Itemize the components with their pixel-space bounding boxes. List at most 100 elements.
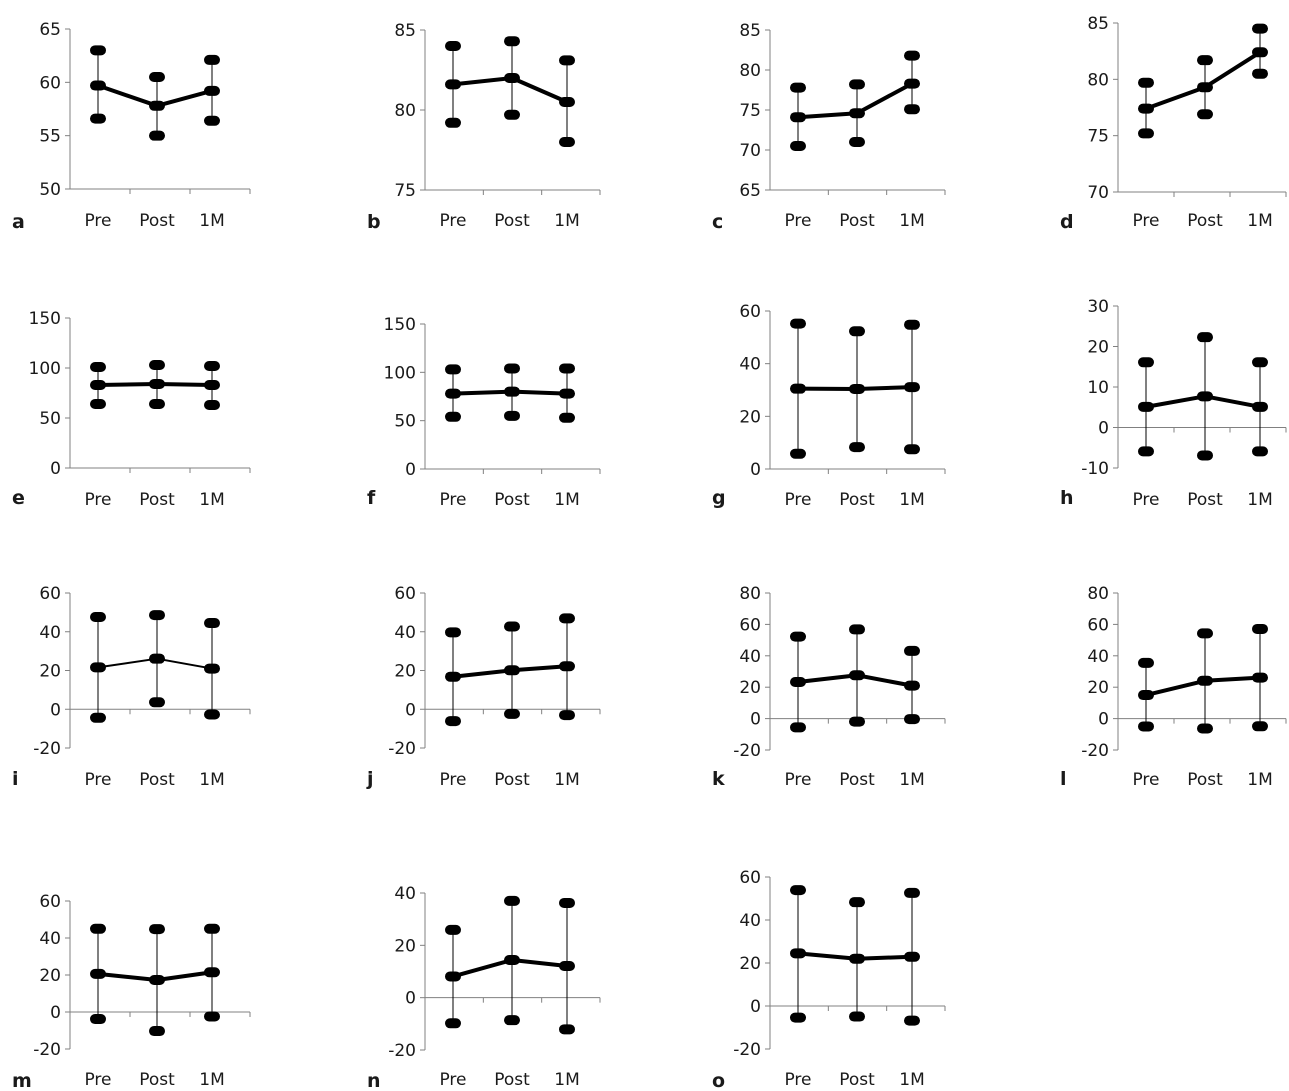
y-tick-label: 100 bbox=[29, 359, 61, 379]
y-tick-label: 65 bbox=[39, 20, 61, 40]
error-cap-lower bbox=[559, 412, 575, 423]
y-tick-label: -20 bbox=[33, 1040, 61, 1060]
error-cap-upper bbox=[149, 72, 165, 82]
error-cap-lower bbox=[90, 712, 106, 723]
panel-g: 0 20 40 60 Pre Post 1M g bbox=[712, 302, 946, 510]
error-cap-upper bbox=[504, 363, 520, 374]
y-tick-label: 0 bbox=[50, 700, 61, 720]
error-cap-upper bbox=[904, 319, 920, 330]
mean-line bbox=[1145, 50, 1262, 111]
error-cap-upper bbox=[149, 360, 165, 370]
error-cap-upper bbox=[204, 923, 220, 934]
error-cap-upper bbox=[149, 924, 165, 935]
x-category-label: Post bbox=[139, 770, 175, 790]
error-cap-lower bbox=[1197, 450, 1213, 461]
y-tick-label: -20 bbox=[1081, 741, 1109, 761]
y-tick-label: 40 bbox=[739, 647, 761, 667]
error-cap-upper bbox=[790, 82, 806, 93]
y-tick-label: 40 bbox=[394, 623, 416, 643]
error-cap-upper bbox=[790, 318, 806, 329]
mean-line bbox=[1145, 394, 1261, 409]
y-tick-label: 20 bbox=[1087, 678, 1109, 698]
error-cap-upper bbox=[445, 627, 461, 638]
y-tick-label: 0 bbox=[750, 997, 761, 1017]
y-tick-label: 0 bbox=[1098, 419, 1109, 439]
panel-letter: i bbox=[12, 768, 19, 790]
error-cap-upper bbox=[849, 79, 865, 90]
panel-letter: l bbox=[1060, 768, 1067, 790]
error-cap-lower bbox=[149, 399, 165, 409]
y-tick-label: 75 bbox=[394, 181, 416, 201]
y-tick-label: 20 bbox=[1087, 338, 1109, 358]
y-tick-label: 150 bbox=[384, 315, 416, 335]
error-cap-upper bbox=[1252, 623, 1268, 634]
y-tick-label: 20 bbox=[394, 662, 416, 682]
error-cap-upper bbox=[790, 631, 806, 642]
x-category-label: 1M bbox=[1247, 490, 1272, 510]
x-category-label: Post bbox=[139, 211, 175, 231]
panel-letter: a bbox=[12, 211, 25, 233]
y-tick-label: 60 bbox=[739, 302, 761, 322]
panel-letter: e bbox=[12, 487, 25, 509]
x-category-label: Post bbox=[839, 490, 875, 510]
y-tick-label: 85 bbox=[1087, 14, 1109, 34]
y-tick-label: 75 bbox=[1087, 127, 1109, 147]
mean-line bbox=[97, 970, 213, 982]
y-tick-label: 50 bbox=[39, 409, 61, 429]
error-cap-upper bbox=[1138, 77, 1154, 88]
error-cap-upper bbox=[445, 364, 461, 375]
x-category-label: Pre bbox=[1132, 770, 1159, 790]
error-cap-upper bbox=[559, 613, 575, 624]
mean-line bbox=[797, 385, 913, 391]
panel-letter: k bbox=[712, 768, 725, 790]
x-category-label: 1M bbox=[199, 490, 224, 510]
y-tick-label: 60 bbox=[739, 868, 761, 888]
panel-b: 75 80 85 Pre Post 1M b bbox=[367, 21, 601, 233]
x-category-label: Post bbox=[1187, 770, 1223, 790]
error-cap-upper bbox=[204, 54, 220, 65]
error-cap-lower bbox=[504, 708, 520, 719]
panel-letter: j bbox=[366, 768, 374, 790]
x-category-label: Pre bbox=[439, 1070, 466, 1090]
error-cap-lower bbox=[849, 1011, 865, 1022]
error-cap-upper bbox=[90, 612, 106, 623]
error-cap-lower bbox=[849, 442, 865, 453]
x-category-label: Pre bbox=[84, 770, 111, 790]
error-cap-upper bbox=[90, 45, 106, 56]
y-tick-label: 0 bbox=[405, 460, 416, 480]
x-category-label: 1M bbox=[899, 490, 924, 510]
y-tick-label: 40 bbox=[739, 355, 761, 375]
error-cap-lower bbox=[849, 716, 865, 727]
error-cap-upper bbox=[1197, 332, 1213, 343]
error-cap-upper bbox=[1252, 357, 1268, 368]
error-cap-upper bbox=[849, 326, 865, 337]
y-tick-label: 20 bbox=[39, 662, 61, 682]
panel-a: 50 55 60 65 Pre Post 1M a bbox=[12, 20, 251, 233]
y-tick-label: 80 bbox=[1087, 584, 1109, 604]
x-category-label: Post bbox=[139, 1070, 175, 1090]
y-tick-label: 0 bbox=[1098, 710, 1109, 730]
x-category-label: 1M bbox=[554, 1070, 579, 1090]
panel-o: -20 0 20 40 60 Pre Post 1M o bbox=[712, 868, 946, 1091]
x-category-label: Post bbox=[494, 490, 530, 510]
panel-letter: o bbox=[712, 1070, 725, 1091]
error-cap-lower bbox=[1138, 128, 1154, 139]
error-cap-lower bbox=[1197, 109, 1213, 120]
error-cap-upper bbox=[849, 624, 865, 635]
x-category-label: 1M bbox=[899, 211, 924, 231]
error-cap-upper bbox=[504, 621, 520, 632]
error-cap-upper bbox=[504, 36, 520, 47]
y-tick-label: 20 bbox=[739, 954, 761, 974]
y-tick-label: 10 bbox=[1087, 378, 1109, 398]
y-tick-label: -10 bbox=[1081, 459, 1109, 479]
x-category-label: Pre bbox=[1132, 211, 1159, 231]
y-tick-label: 50 bbox=[39, 180, 61, 200]
x-category-label: Pre bbox=[439, 211, 466, 231]
error-cap-lower bbox=[90, 113, 106, 124]
error-cap-lower bbox=[1138, 721, 1154, 732]
y-tick-label: 60 bbox=[39, 584, 61, 604]
error-cap-upper bbox=[90, 923, 106, 934]
error-cap-lower bbox=[204, 400, 220, 410]
mean-line bbox=[1145, 675, 1261, 697]
error-cap-lower bbox=[445, 1018, 461, 1029]
